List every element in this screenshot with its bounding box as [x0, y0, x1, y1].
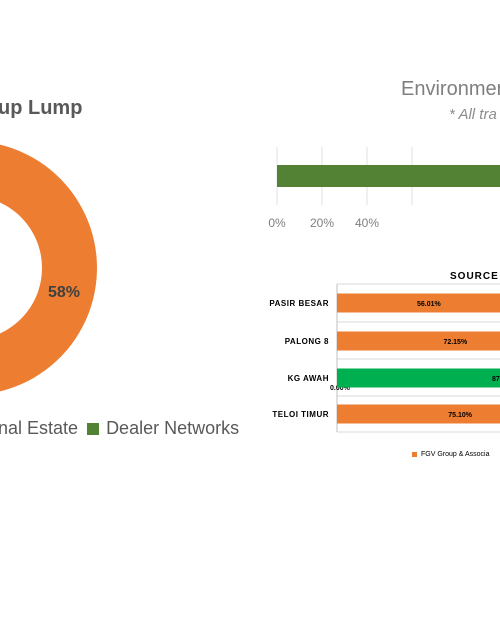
donut-chart: 58%: [0, 144, 97, 392]
environment-bar-chart: 0% 20% 40%: [268, 147, 500, 230]
src-category-label: PALONG 8: [285, 337, 329, 346]
src-bar-label: 75.10%: [448, 412, 473, 419]
env-tick-label: 0%: [268, 216, 286, 230]
legend-label-fgv: FGV Group & Associa: [421, 451, 490, 458]
src-bar-second: [337, 368, 500, 388]
src-bar-fgv: [337, 293, 500, 313]
source-legend: FGV Group & Associa: [412, 451, 489, 458]
src-bar-fgv: [337, 404, 500, 424]
legend-swatch-dealer: [87, 422, 100, 435]
env-tick-label: 40%: [355, 216, 379, 230]
src-bar-label: 72.15%: [443, 339, 468, 346]
source-bar-chart: PASIR BESAR 56.01% PALONG 8 72.15% KG AWAH0.…: [269, 283, 500, 433]
src-bar-label: 87: [492, 376, 500, 383]
legend-label-dealer: Dealer Networks: [106, 418, 240, 438]
source-chart-title: SOURCE C: [450, 271, 500, 282]
src-category-label: PASIR BESAR: [269, 299, 329, 308]
legend-label-estate: nal Estate: [0, 418, 79, 438]
environment-chart-subtitle: * All tra: [449, 106, 497, 123]
env-tick-label: 20%: [310, 216, 334, 230]
env-bar: [277, 165, 500, 187]
src-category-label: TELOI TIMUR: [272, 410, 329, 419]
src-bar-label: 56.01%: [417, 301, 442, 308]
src-bar-fgv: [337, 331, 500, 351]
donut-chart-title: up Lump: [0, 97, 83, 119]
donut-slice-label-0: 58%: [48, 284, 80, 301]
src-bar-label: 0.00%: [330, 385, 351, 392]
src-category-label: KG AWAH: [288, 374, 329, 383]
environment-chart-title: Environmen: [401, 78, 500, 100]
legend-swatch-fgv: [412, 452, 417, 457]
donut-legend: nal Estate Dealer Networks: [0, 418, 239, 439]
donut-slice-0: [0, 144, 97, 392]
